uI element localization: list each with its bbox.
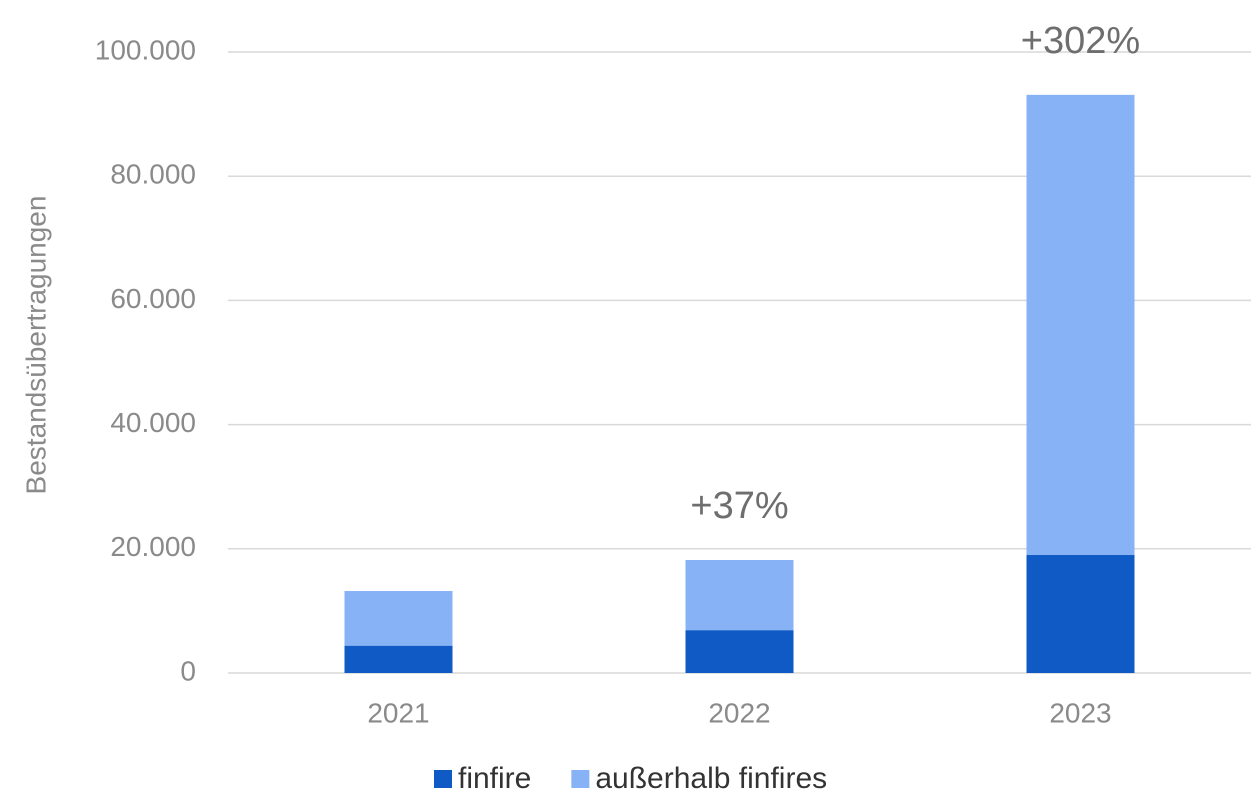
y-tick-label: 40.000 (110, 407, 196, 438)
y-axis-title: Bestandsübertragungen (20, 196, 51, 495)
y-tick-label: 100.000 (95, 34, 196, 65)
annotation: +302% (1021, 20, 1140, 62)
legend-label: außerhalb finfires (595, 762, 827, 793)
legend-label: finfire (458, 762, 531, 793)
legend-swatch (434, 770, 452, 788)
bar-segment (344, 591, 453, 646)
annotation: +37% (690, 485, 788, 527)
bar-segment (344, 645, 453, 673)
x-tick-label: 2021 (367, 697, 429, 728)
legend-swatch (571, 770, 590, 788)
y-tick-label: 60.000 (110, 283, 196, 314)
x-tick-label: 2023 (1049, 697, 1111, 728)
y-tick-label: 20.000 (110, 531, 196, 562)
x-tick-label: 2022 (708, 697, 770, 728)
y-tick-label: 80.000 (110, 159, 196, 190)
bar-segment (685, 630, 794, 673)
bar-segment (1026, 555, 1135, 673)
bar-segment (1026, 94, 1135, 556)
y-tick-label: 0 (180, 655, 196, 686)
bar-segment (685, 559, 794, 631)
